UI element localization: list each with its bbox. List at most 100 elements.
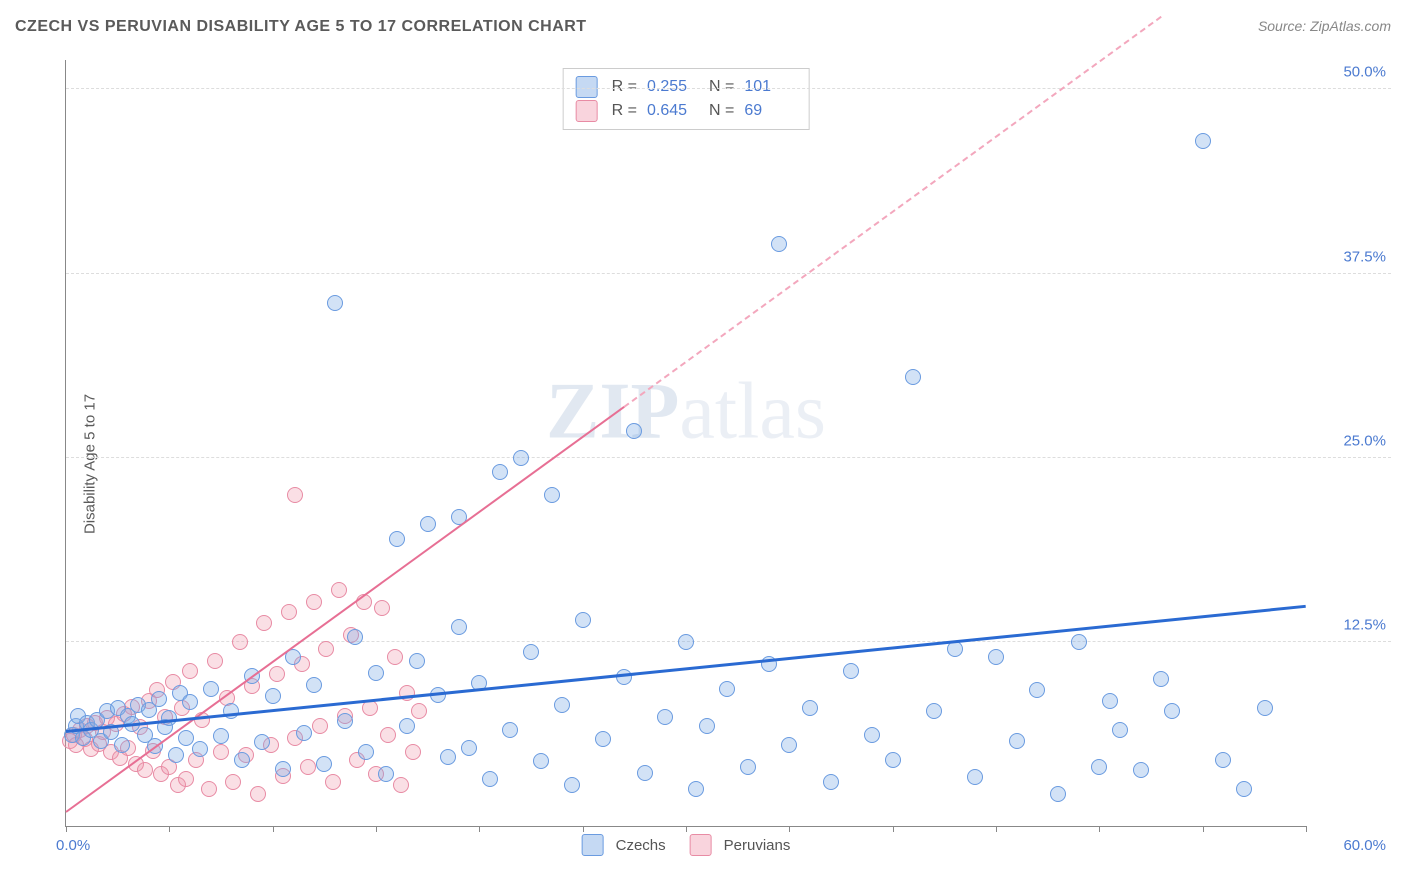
scatter-point <box>1257 700 1273 716</box>
scatter-point <box>389 531 405 547</box>
scatter-point <box>409 653 425 669</box>
y-tick-label: 12.5% <box>1316 616 1386 633</box>
swatch-pink-icon <box>690 834 712 856</box>
scatter-point <box>232 634 248 650</box>
scatter-point <box>595 731 611 747</box>
scatter-point <box>281 604 297 620</box>
x-axis-max-label: 60.0% <box>1343 837 1386 854</box>
scatter-point <box>420 516 436 532</box>
x-tick <box>789 826 790 832</box>
scatter-point <box>358 744 374 760</box>
scatter-point <box>843 663 859 679</box>
scatter-point <box>312 718 328 734</box>
scatter-point <box>1071 634 1087 650</box>
scatter-point <box>306 594 322 610</box>
x-tick <box>66 826 67 832</box>
scatter-point <box>967 769 983 785</box>
y-tick-label: 50.0% <box>1316 64 1386 81</box>
watermark: ZIPatlas <box>546 367 826 458</box>
scatter-point <box>1164 703 1180 719</box>
scatter-point <box>269 666 285 682</box>
scatter-point <box>688 781 704 797</box>
scatter-point <box>564 777 580 793</box>
scatter-point <box>802 700 818 716</box>
scatter-point <box>554 697 570 713</box>
source-prefix: Source: <box>1258 18 1310 34</box>
scatter-point <box>337 713 353 729</box>
scatter-point <box>1195 133 1211 149</box>
scatter-point <box>1215 752 1231 768</box>
x-tick <box>583 826 584 832</box>
chart-title: CZECH VS PERUVIAN DISABILITY AGE 5 TO 17… <box>15 18 587 35</box>
scatter-point <box>616 669 632 685</box>
x-axis-min-label: 0.0% <box>56 837 90 854</box>
correlation-stats-box: R = 0.255 N = 101 R = 0.645 N = 69 <box>563 68 810 130</box>
gridline <box>66 641 1391 642</box>
stat-label: N = <box>709 99 734 123</box>
scatter-point <box>405 744 421 760</box>
scatter-point <box>168 747 184 763</box>
scatter-point <box>192 741 208 757</box>
scatter-point <box>1009 733 1025 749</box>
scatter-point <box>1029 682 1045 698</box>
scatter-point <box>234 752 250 768</box>
scatter-point <box>544 487 560 503</box>
x-tick <box>686 826 687 832</box>
series-legend: Czechs Peruvians <box>582 834 791 856</box>
scatter-point <box>523 644 539 660</box>
scatter-point <box>411 703 427 719</box>
trend-line <box>65 406 624 813</box>
scatter-point <box>988 649 1004 665</box>
scatter-point <box>114 737 130 753</box>
scatter-point <box>275 761 291 777</box>
scatter-point <box>327 295 343 311</box>
x-tick <box>169 826 170 832</box>
scatter-point <box>287 487 303 503</box>
stats-row: R = 0.255 N = 101 <box>576 75 797 99</box>
scatter-point <box>719 681 735 697</box>
stat-value: 0.255 <box>647 75 699 99</box>
scatter-point <box>316 756 332 772</box>
scatter-point <box>864 727 880 743</box>
stats-row: R = 0.645 N = 69 <box>576 99 797 123</box>
legend-label: Czechs <box>616 837 666 854</box>
scatter-point <box>1050 786 1066 802</box>
scatter-point <box>399 718 415 734</box>
scatter-point <box>207 653 223 669</box>
scatter-point <box>182 663 198 679</box>
scatter-point <box>533 753 549 769</box>
swatch-blue-icon <box>582 834 604 856</box>
stat-label: R = <box>612 99 637 123</box>
scatter-point <box>885 752 901 768</box>
source-line: Source: ZipAtlas.com <box>1258 18 1391 34</box>
scatter-point <box>575 612 591 628</box>
y-tick-label: 37.5% <box>1316 248 1386 265</box>
x-tick <box>996 826 997 832</box>
scatter-point <box>213 744 229 760</box>
scatter-point <box>178 771 194 787</box>
scatter-point <box>678 634 694 650</box>
plot-area: ZIPatlas 0.0% 60.0% R = 0.255 N = 101 R … <box>65 60 1306 827</box>
scatter-point <box>380 727 396 743</box>
x-tick <box>1203 826 1204 832</box>
scatter-point <box>1236 781 1252 797</box>
scatter-point <box>254 734 270 750</box>
x-tick <box>376 826 377 832</box>
scatter-point <box>347 629 363 645</box>
scatter-point <box>657 709 673 725</box>
scatter-point <box>300 759 316 775</box>
x-tick <box>1306 826 1307 832</box>
scatter-point <box>393 777 409 793</box>
y-tick-label: 25.0% <box>1316 432 1386 449</box>
scatter-point <box>368 665 384 681</box>
scatter-point <box>626 423 642 439</box>
scatter-point <box>225 774 241 790</box>
stat-label: N = <box>709 75 734 99</box>
scatter-point <box>926 703 942 719</box>
scatter-point <box>387 649 403 665</box>
x-tick <box>273 826 274 832</box>
scatter-point <box>637 765 653 781</box>
legend-item: Peruvians <box>690 834 791 856</box>
scatter-point <box>451 619 467 635</box>
scatter-point <box>492 464 508 480</box>
